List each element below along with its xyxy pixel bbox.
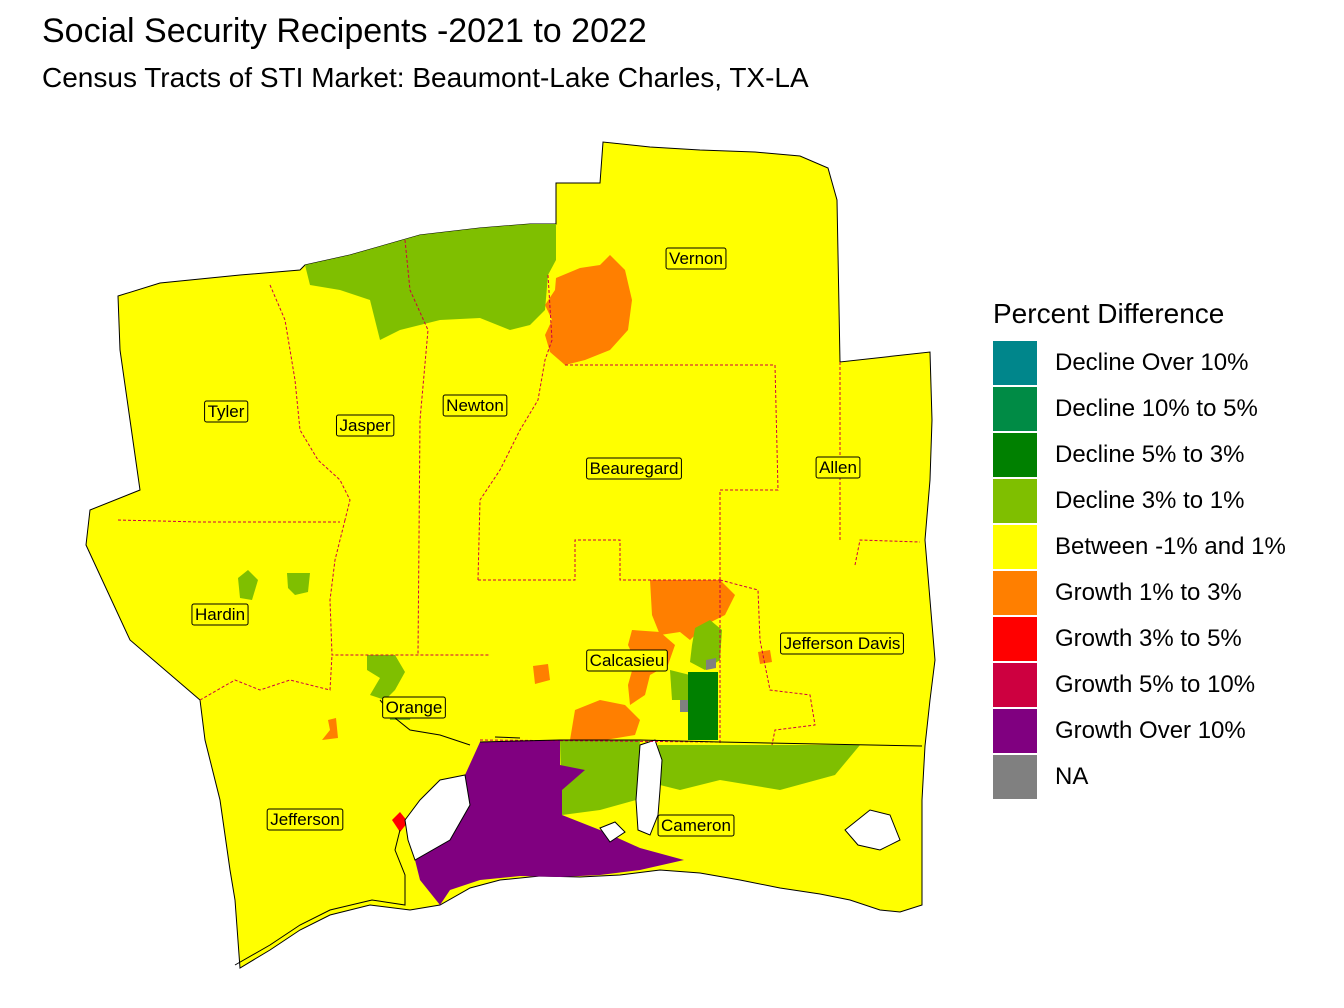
county-label: Jefferson	[266, 808, 344, 831]
county-label-text: Calcasieu	[590, 651, 665, 670]
county-label-text: Jefferson Davis	[784, 634, 901, 653]
legend-label: Growth 5% to 10%	[1055, 671, 1256, 698]
sabine-lake	[404, 774, 471, 861]
county-label-box	[191, 603, 249, 626]
county-label-box	[335, 414, 395, 437]
county-label-box	[382, 696, 446, 719]
county-label: Vernon	[665, 247, 727, 270]
county-borders	[117, 239, 921, 746]
tract-calcasieu-gray	[706, 658, 716, 670]
legend-item: Growth Over 10%	[993, 708, 1286, 754]
tract-calcasieu-orange-south	[570, 700, 640, 740]
tract-calcasieu-orange-north	[650, 580, 735, 640]
county-label-box	[815, 456, 861, 479]
county-label: Calcasieu	[586, 649, 668, 672]
tract-hardin-green-1	[238, 570, 258, 600]
county-label: Cameron	[657, 814, 735, 837]
legend: Percent Difference Decline Over 10% Decli…	[993, 298, 1286, 800]
county-label: Hardin	[191, 603, 249, 626]
legend-title: Percent Difference	[993, 298, 1225, 329]
legend-swatch	[993, 709, 1037, 753]
legend-label: NA	[1055, 763, 1089, 790]
legend-item: Growth 5% to 10%	[993, 662, 1286, 708]
legend-items: Decline Over 10% Decline 10% to 5% Decline…	[993, 340, 1286, 800]
county-label-box	[780, 632, 904, 655]
legend-label: Growth 3% to 5%	[1055, 625, 1242, 652]
tract-cameron-green-west	[560, 740, 640, 815]
tract-hardin-green-2	[287, 573, 310, 595]
calcasieu-lake	[635, 739, 663, 836]
legend-label: Decline 10% to 5%	[1055, 395, 1258, 422]
county-label: Jasper	[335, 414, 395, 437]
map-subtitle: Census Tracts of STI Market: Beaumont-La…	[42, 62, 809, 93]
tract-calcasieu-gray-2	[680, 700, 688, 712]
county-label-box	[657, 814, 735, 837]
tract-calcasieu-green-2	[670, 670, 690, 700]
legend-item: Growth 3% to 5%	[993, 616, 1286, 662]
legend-label: Decline 5% to 3%	[1055, 441, 1245, 468]
legend-label: Growth 1% to 3%	[1055, 579, 1242, 606]
tract-jefferson-orange-small	[322, 718, 338, 740]
county-label-box	[665, 247, 727, 270]
county-label-box	[204, 400, 249, 423]
tract-north-newton	[305, 224, 556, 340]
tract-calcasieu-orange-small	[533, 664, 550, 684]
map-title: Social Security Recipents -2021 to 2022	[42, 12, 647, 50]
county-label-text: Jefferson	[270, 810, 340, 829]
tract-calcasieu-green-1	[690, 620, 722, 670]
choropleth-map: Vernon Tyler Jasper Newton Beauregard Allen Ha…	[85, 141, 936, 969]
legend-swatch	[993, 479, 1037, 523]
legend-label: Growth Over 10%	[1055, 717, 1246, 744]
legend-item: Growth 1% to 3%	[993, 570, 1286, 616]
county-label-text: Orange	[386, 698, 443, 717]
tract-vernon-orange	[545, 255, 632, 365]
county-label-box	[586, 649, 668, 672]
legend-swatch	[993, 525, 1037, 569]
county-label-box	[586, 457, 682, 480]
county-label: Newton	[442, 394, 508, 417]
tract-jefferson-red	[392, 812, 408, 832]
legend-item: Decline 10% to 5%	[993, 386, 1286, 432]
tract-cameron-green-east	[658, 745, 860, 790]
county-label-text: Hardin	[195, 605, 245, 624]
county-label: Orange	[382, 696, 446, 719]
county-label: Allen	[815, 456, 861, 479]
county-label: Tyler	[204, 400, 249, 423]
tract-jdavis-orange	[758, 650, 772, 664]
legend-label: Decline 3% to 1%	[1055, 487, 1245, 514]
legend-swatch	[993, 755, 1037, 799]
legend-item: Decline 5% to 3%	[993, 432, 1286, 478]
legend-swatch	[993, 433, 1037, 477]
tract-orange-green	[367, 655, 405, 700]
county-label-box	[266, 808, 344, 831]
legend-label: Between -1% and 1%	[1055, 533, 1286, 560]
county-label-text: Beauregard	[590, 459, 679, 478]
legend-swatch	[993, 663, 1037, 707]
county-label-text: Tyler	[208, 402, 245, 421]
legend-item: Between -1% and 1%	[993, 524, 1286, 570]
tract-calcasieu-darkgreen	[688, 672, 718, 740]
county-label-text: Allen	[819, 458, 857, 477]
legend-item: NA	[993, 754, 1286, 800]
tract-cameron-purple	[415, 740, 684, 905]
legend-swatch	[993, 617, 1037, 661]
county-label-text: Newton	[446, 396, 504, 415]
legend-label: Decline Over 10%	[1055, 349, 1249, 376]
legend-item: Decline Over 10%	[993, 340, 1286, 386]
county-label-text: Vernon	[669, 249, 723, 268]
legend-item: Decline 3% to 1%	[993, 478, 1286, 524]
county-labels: Vernon Tyler Jasper Newton Beauregard Allen Ha…	[191, 247, 904, 837]
county-label: Jefferson Davis	[780, 632, 904, 655]
county-label-text: Jasper	[339, 416, 390, 435]
legend-swatch	[993, 341, 1037, 385]
county-label: Beauregard	[586, 457, 682, 480]
lake-east	[844, 809, 901, 851]
legend-swatch	[993, 571, 1037, 615]
county-label-text: Cameron	[661, 816, 731, 835]
county-label-box	[442, 394, 508, 417]
legend-swatch	[993, 387, 1037, 431]
lake-small	[599, 821, 626, 843]
